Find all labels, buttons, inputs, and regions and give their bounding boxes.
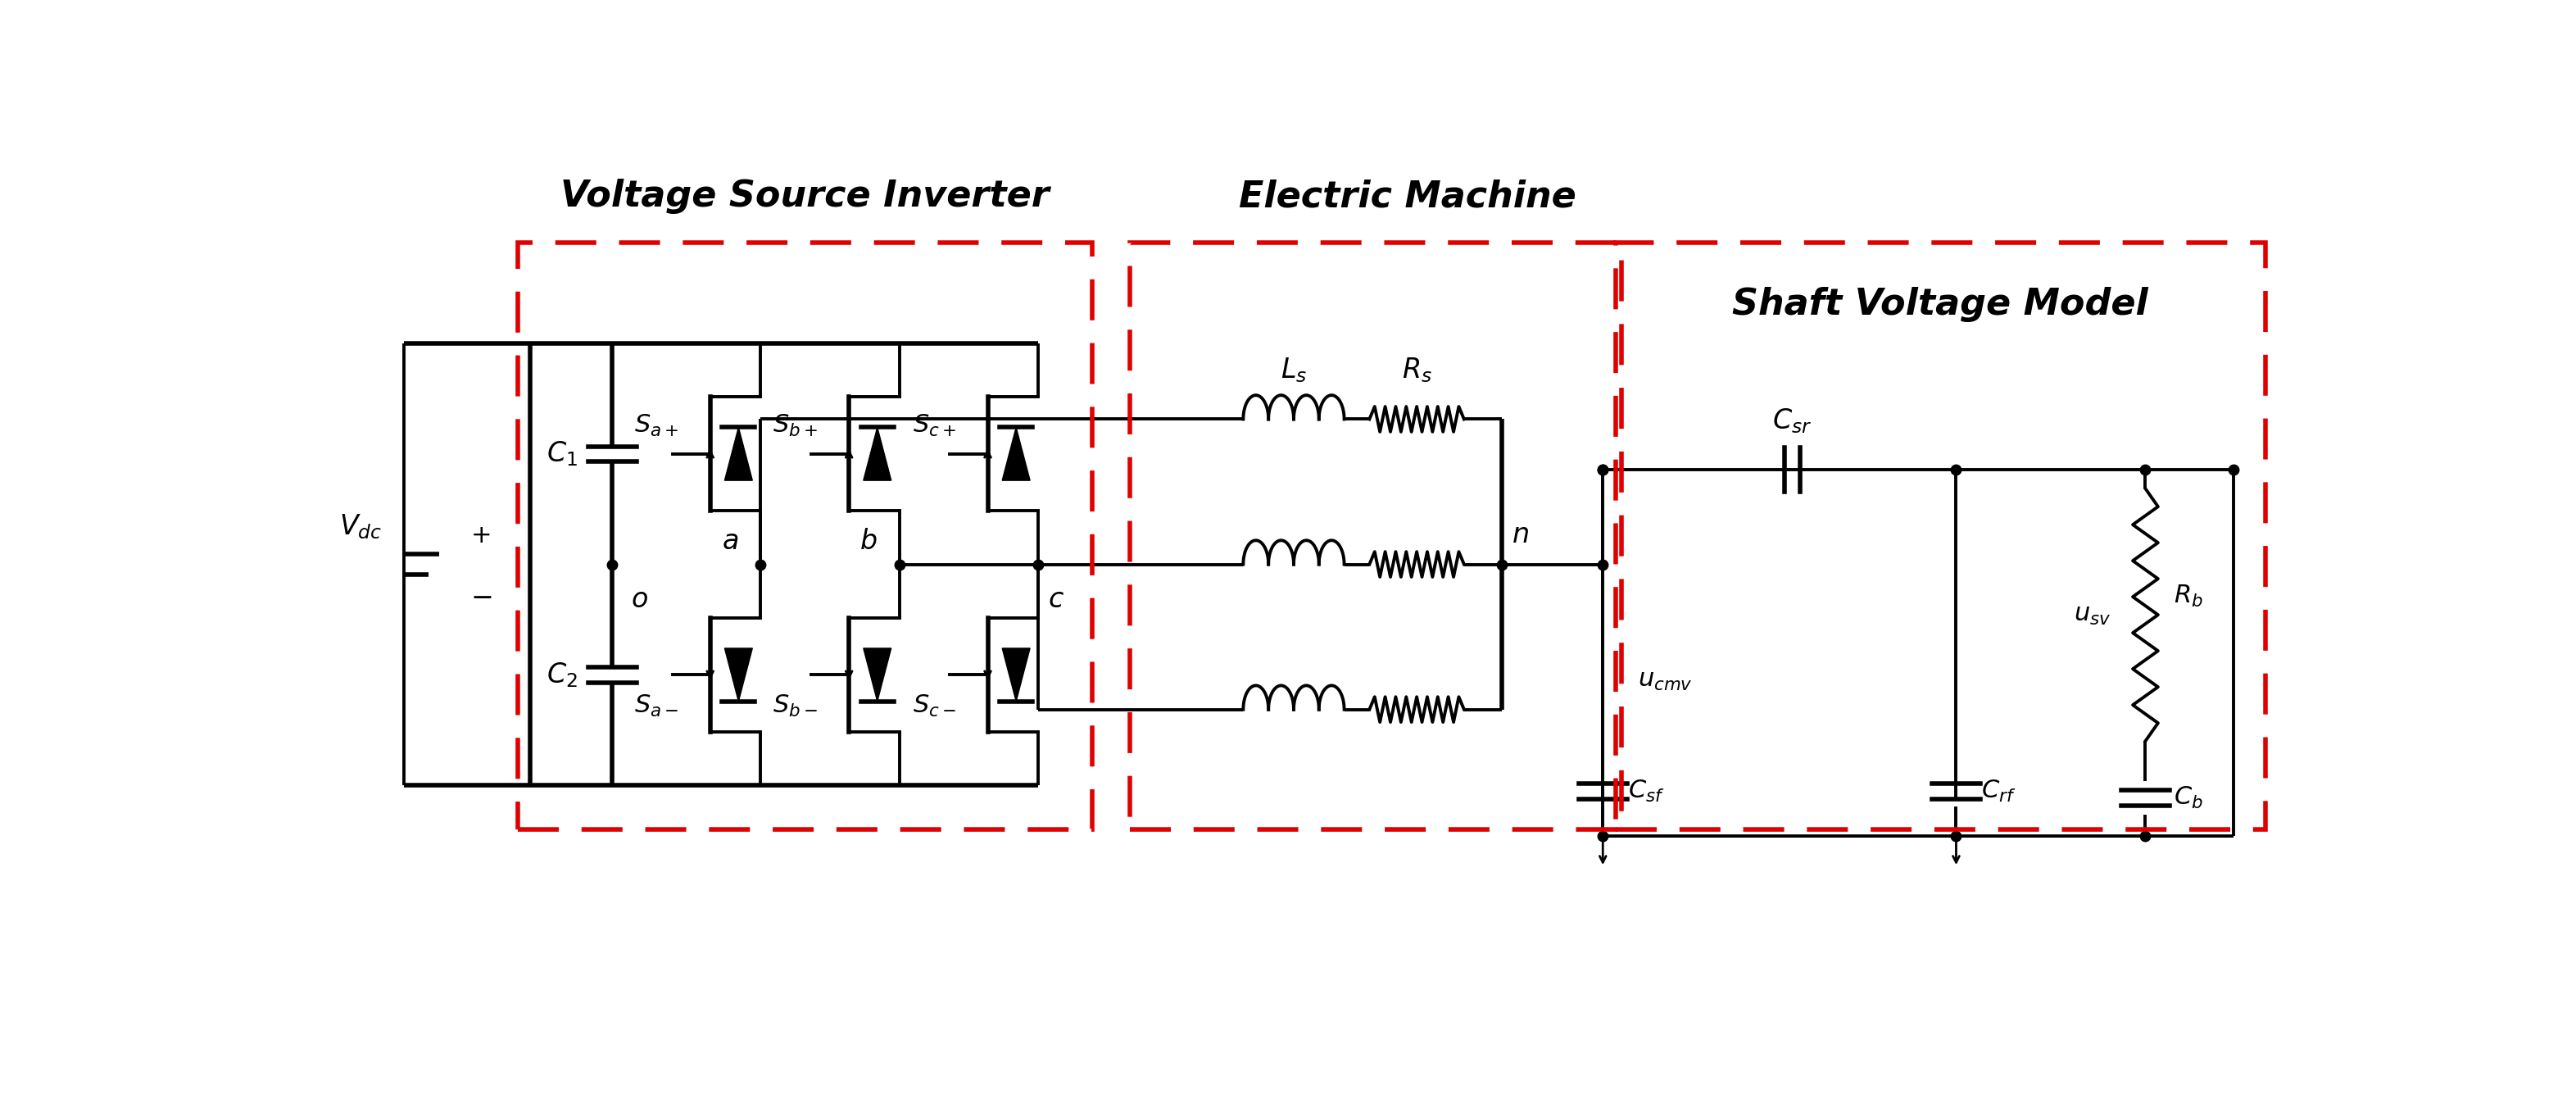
Text: $S_{b-}$: $S_{b-}$: [773, 693, 817, 719]
Text: $o$: $o$: [631, 587, 649, 613]
Text: $C_{sf}$: $C_{sf}$: [1628, 779, 1664, 804]
Text: $C_{rf}$: $C_{rf}$: [1981, 779, 2017, 804]
Text: $L_s$: $L_s$: [1280, 356, 1306, 384]
Text: $R_b$: $R_b$: [2174, 584, 2202, 609]
Text: $S_{c+}$: $S_{c+}$: [912, 413, 956, 438]
Text: $b$: $b$: [860, 528, 878, 555]
Text: $S_{b+}$: $S_{b+}$: [773, 413, 817, 438]
Text: $C_2$: $C_2$: [546, 660, 577, 689]
Text: $C_b$: $C_b$: [2174, 785, 2202, 810]
Text: Shaft Voltage Model: Shaft Voltage Model: [1731, 287, 2148, 322]
Polygon shape: [724, 427, 752, 481]
Bar: [518, 242, 1092, 829]
Text: $C_{sr}$: $C_{sr}$: [1772, 406, 1811, 435]
Text: $V_{dc}$: $V_{dc}$: [340, 512, 381, 541]
Text: $-$: $-$: [471, 583, 492, 610]
Text: Electric Machine: Electric Machine: [1239, 178, 1577, 215]
Text: $u_{sv}$: $u_{sv}$: [2074, 603, 2110, 626]
Polygon shape: [863, 648, 891, 701]
Text: $R_s$: $R_s$: [1401, 356, 1432, 384]
Text: $c$: $c$: [1048, 587, 1064, 613]
Text: $C_1$: $C_1$: [546, 440, 577, 469]
Bar: [1615, 242, 2264, 829]
Polygon shape: [863, 427, 891, 481]
Text: $a$: $a$: [721, 528, 739, 555]
Polygon shape: [724, 648, 752, 701]
Text: $+$: $+$: [471, 525, 489, 548]
Text: $S_{c-}$: $S_{c-}$: [912, 693, 956, 719]
Bar: [1131, 242, 1623, 829]
Text: Voltage Source Inverter: Voltage Source Inverter: [562, 178, 1048, 215]
Polygon shape: [1002, 427, 1030, 481]
Text: $n$: $n$: [1512, 521, 1528, 549]
Text: $S_{a+}$: $S_{a+}$: [634, 413, 677, 438]
Text: $S_{a-}$: $S_{a-}$: [634, 693, 677, 719]
Polygon shape: [1002, 648, 1030, 701]
Text: $u_{cmv}$: $u_{cmv}$: [1638, 669, 1692, 693]
